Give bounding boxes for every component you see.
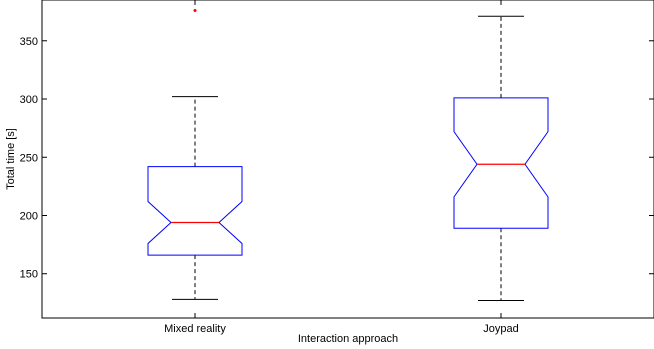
x-axis-ticks: Mixed reality Joypad [164,0,519,335]
y-tick-label: 300 [20,94,38,106]
x-axis-label: Interaction approach [298,333,398,345]
boxes-group [147,8,549,302]
y-tick-label: 200 [20,210,38,222]
box-joypad [453,15,549,302]
box-outline [453,97,549,229]
plot-area [41,0,654,319]
box-mixed-reality [147,8,243,300]
outlier-point [193,8,197,12]
box-outline [147,166,243,256]
y-tick-label: 150 [20,269,38,281]
y-tick-label: 350 [20,36,38,48]
x-tick-label: Joypad [483,323,518,335]
y-tick-label: 250 [20,152,38,164]
x-tick-label: Mixed reality [164,323,226,335]
y-axis-ticks: 150 200 250 300 350 [20,36,654,281]
y-axis-label: Total time [s] [5,128,17,190]
